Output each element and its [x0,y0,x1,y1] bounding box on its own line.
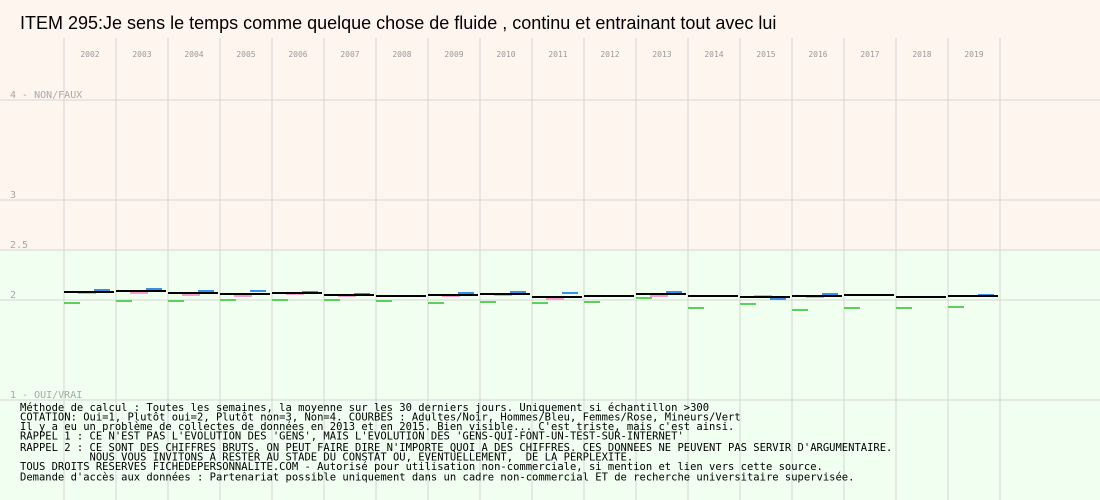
x-tick-label: 2019 [964,50,983,59]
chart-title: ITEM 295:Je sens le temps comme quelque … [20,13,776,33]
x-tick-label: 2005 [236,50,255,59]
y-axis-ticks: 4 - NON/FAUX 3 2.5 2 1 - OUI/VRAI [10,90,82,401]
footnotes: Méthode de calcul : Toutes les semaines,… [20,402,892,484]
x-tick-label: 2014 [704,50,723,59]
lower-band [0,250,1100,500]
x-axis-years: 2002 2003 2004 2005 2006 2007 2008 2009 2010 2011… [80,50,983,59]
y-tick-label: 1 - OUI/VRAI [10,390,82,401]
upper-band [0,0,1100,250]
note-method: Méthode de calcul : Toutes les semaines,… [20,402,709,414]
note-data-access: Demande d'accès aux données : Partenaria… [20,472,854,484]
x-tick-label: 2002 [80,50,99,59]
note-cotation: COTATION: Oui=1, Plutôt oui=2, Plutôt no… [20,412,741,424]
note-rappel-2: RAPPEL 2 : CE SONT DES CHIFFRES BRUTS. O… [20,442,892,454]
x-tick-label: 2003 [132,50,151,59]
note-rappel-1: RAPPEL 1 : CE N'EST PAS L'EVOLUTION DES … [20,431,684,443]
y-tick-label: 3 [10,190,16,201]
x-tick-label: 2018 [912,50,931,59]
x-tick-label: 2004 [184,50,203,59]
y-tick-label: 2 [10,290,16,301]
x-tick-label: 2013 [652,50,671,59]
x-tick-label: 2012 [600,50,619,59]
note-copyright: TOUS DROITS RESERVES FICHEDEPERSONNALITE… [20,461,823,473]
grid [0,38,1100,500]
y-tick-label: 4 - NON/FAUX [10,90,82,101]
note-rappel-2-cont: NOUS VOUS INVITONS A RESTER AU STADE DU … [20,452,633,464]
x-tick-label: 2015 [756,50,775,59]
x-tick-label: 2007 [340,50,359,59]
y-tick-label: 2.5 [10,240,28,251]
x-tick-label: 2017 [860,50,879,59]
x-tick-label: 2010 [496,50,515,59]
note-collect-problem: Il y a eu un problème de collectes de do… [20,421,734,433]
x-tick-label: 2016 [808,50,827,59]
x-tick-label: 2011 [548,50,567,59]
series-marks [64,288,998,311]
x-tick-label: 2006 [288,50,307,59]
x-tick-label: 2008 [392,50,411,59]
x-tick-label: 2009 [444,50,463,59]
